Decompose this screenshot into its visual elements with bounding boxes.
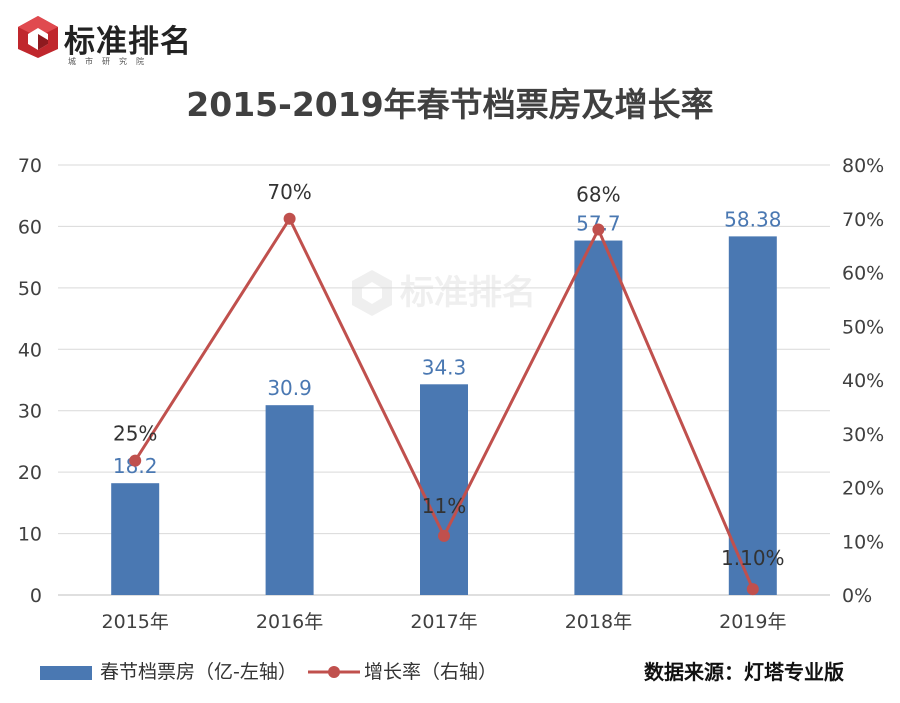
x-axis-tick-label: 2015年 — [102, 611, 169, 633]
right-axis-tick-label: 10% — [842, 531, 884, 553]
line-point — [283, 212, 296, 225]
bar — [265, 405, 314, 595]
chart-title: 2015-2019年春节档票房及增长率 — [186, 85, 714, 124]
left-axis: 0 10 20 30 40 50 60 70 — [18, 155, 42, 607]
watermark: 标准排名 — [352, 270, 536, 316]
x-axis: 2015年 2016年 2017年 2018年 2019年 — [102, 611, 787, 633]
left-axis-tick-label: 0 — [30, 585, 42, 607]
right-axis-tick-label: 80% — [842, 155, 884, 177]
left-axis-tick-label: 50 — [18, 278, 42, 300]
right-axis-tick-label: 40% — [842, 370, 884, 392]
left-axis-tick-label: 30 — [18, 401, 42, 423]
left-axis-tick-label: 10 — [18, 524, 42, 546]
legend-line-label: 增长率（右轴） — [364, 661, 498, 683]
legend-line-swatch — [308, 666, 360, 678]
bar — [728, 236, 777, 595]
left-axis-tick-label: 40 — [18, 339, 42, 361]
line-point — [592, 223, 605, 236]
line-data-label: 1.10% — [721, 546, 785, 570]
line-series: 25% 70% 11% 68% 1.10% — [113, 180, 785, 596]
bar-data-label: 58.38 — [724, 207, 781, 231]
right-axis: 0% 10% 20% 30% 40% 50% 60% 70% 80% — [842, 155, 884, 607]
right-axis-tick-label: 0% — [842, 585, 872, 607]
watermark-text: 标准排名 — [400, 273, 536, 313]
legend-item-bar: 春节档票房（亿-左轴） — [40, 658, 300, 686]
x-axis-tick-label: 2019年 — [719, 611, 786, 633]
line-point — [746, 583, 759, 596]
brand-cube-icon — [18, 16, 58, 58]
x-axis-tick-label: 2017年 — [410, 611, 477, 633]
left-axis-tick-label: 20 — [18, 462, 42, 484]
bar-series: 18.230.934.357.758.38 — [111, 207, 781, 596]
legend-item-line: 增长率（右轴） — [40, 658, 560, 686]
right-axis-tick-label: 50% — [842, 316, 884, 338]
brand-logo: 标准排名 城市研究院 — [16, 12, 216, 72]
line-data-label: 11% — [422, 494, 466, 518]
brand-subtitle: 城市研究院 — [68, 57, 153, 66]
bar — [574, 240, 623, 596]
left-axis-tick-label: 70 — [18, 155, 42, 177]
bar — [420, 384, 468, 595]
brand-name: 标准排名 — [64, 24, 192, 60]
right-axis-tick-label: 20% — [842, 478, 884, 500]
right-axis-tick-label: 60% — [842, 263, 884, 285]
bar-data-label: 34.3 — [422, 355, 467, 379]
chart: 标准排名 0 10 20 30 40 50 60 70 0% 10% 20% 30% 40% 50% 60… — [18, 155, 884, 633]
bar-data-label: 30.9 — [267, 376, 312, 400]
line-point — [438, 529, 450, 542]
source-note: 数据来源：灯塔专业版 — [644, 660, 844, 684]
x-axis-tick-label: 2018年 — [565, 611, 632, 633]
line-data-label: 25% — [113, 422, 157, 446]
line-data-label: 68% — [576, 183, 620, 207]
watermark-logo-icon — [352, 270, 392, 316]
right-axis-tick-label: 70% — [842, 209, 884, 231]
line-point — [129, 454, 142, 467]
bar — [111, 483, 160, 595]
x-axis-tick-label: 2016年 — [256, 611, 323, 633]
legend-bar-swatch — [40, 666, 92, 680]
line-data-label: 70% — [267, 180, 311, 204]
right-axis-tick-label: 30% — [842, 424, 884, 446]
left-axis-tick-label: 60 — [18, 216, 42, 238]
legend-bar-label: 春节档票房（亿-左轴） — [100, 661, 297, 683]
